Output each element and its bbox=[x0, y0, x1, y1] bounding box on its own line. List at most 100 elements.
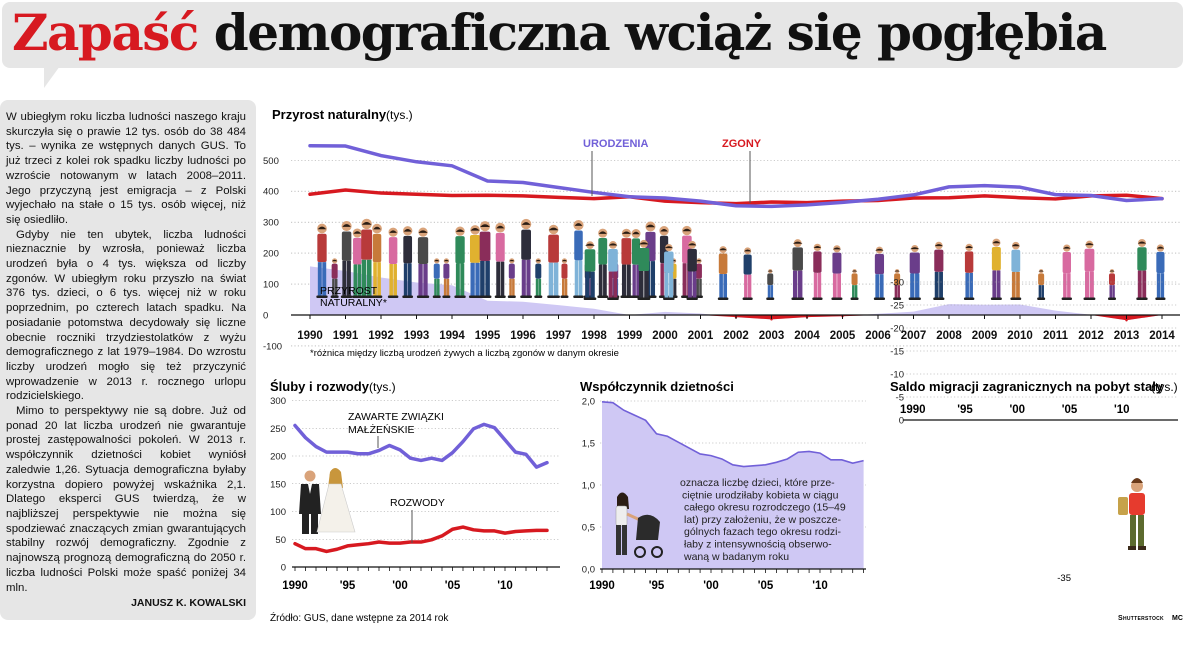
chart2-unit: (tys.) bbox=[369, 380, 396, 394]
person-leg bbox=[626, 264, 631, 297]
person-leg bbox=[485, 260, 490, 297]
person-torso bbox=[403, 235, 413, 264]
chart4: 0 -5 -10 -15 -20 -25 -30 1990 '95 '00 '05 '10 -35 bbox=[890, 278, 1178, 584]
person-leg bbox=[747, 274, 752, 299]
x-tick-label: 2013 bbox=[1114, 330, 1140, 342]
person-hair bbox=[910, 247, 920, 250]
person-hair bbox=[719, 248, 727, 251]
fertility-area bbox=[602, 401, 864, 569]
person-figure bbox=[631, 229, 642, 298]
series-label-rozwody: ROZWODY bbox=[390, 497, 445, 509]
person-leg bbox=[1160, 273, 1165, 299]
x-tick-label: 2004 bbox=[794, 330, 820, 342]
y-tick-label: 200 bbox=[263, 249, 279, 260]
chart1-unit: (tys.) bbox=[386, 108, 413, 122]
person-hair bbox=[660, 228, 668, 232]
article-paragraph: W ubiegłym roku liczba ludności naszego … bbox=[6, 111, 246, 226]
person-leg bbox=[813, 272, 818, 299]
y-tick-label: -30 bbox=[890, 278, 904, 289]
author-credit: MC bbox=[1172, 615, 1183, 622]
person-shoes bbox=[831, 297, 843, 300]
person-figure bbox=[933, 241, 945, 300]
person-torso bbox=[317, 233, 327, 263]
person-hair bbox=[443, 259, 450, 262]
person-leg bbox=[910, 273, 915, 299]
person-figure bbox=[1155, 244, 1166, 300]
person-shoes bbox=[583, 297, 597, 300]
person-shoes bbox=[507, 295, 516, 298]
person-torso bbox=[469, 234, 481, 263]
x-tick-label: 2001 bbox=[688, 330, 714, 342]
person-leg bbox=[564, 278, 568, 298]
article-paragraph: Gdyby nie ten ubytek, liczba ludności ni… bbox=[6, 228, 246, 403]
person-torso bbox=[353, 237, 362, 265]
sluby-line bbox=[293, 422, 549, 469]
person-torso bbox=[718, 253, 728, 275]
person-shoes bbox=[432, 295, 441, 298]
person-leg bbox=[1089, 271, 1094, 299]
traveler-leg bbox=[1130, 515, 1136, 547]
person-leg bbox=[366, 259, 372, 297]
traveler-shirt bbox=[1129, 493, 1145, 515]
x-tick-label: 2002 bbox=[723, 330, 749, 342]
person-leg bbox=[407, 263, 412, 297]
person-torso bbox=[1011, 249, 1021, 272]
groom-shirt bbox=[308, 484, 312, 494]
person-leg bbox=[934, 271, 939, 299]
chart1-line-series bbox=[308, 143, 1164, 209]
x-tick-label: 1996 bbox=[510, 330, 536, 342]
person-figure bbox=[468, 225, 482, 298]
person-leg bbox=[638, 271, 644, 299]
person-leg bbox=[578, 260, 583, 297]
person-figure bbox=[597, 228, 609, 298]
person-torso bbox=[909, 252, 920, 274]
person-leg bbox=[719, 274, 723, 299]
person-figure bbox=[387, 227, 399, 298]
person-leg bbox=[342, 260, 347, 297]
person-hair bbox=[1156, 246, 1165, 249]
person-torso bbox=[695, 263, 702, 279]
person-figure bbox=[1037, 269, 1046, 300]
person-hair bbox=[1085, 243, 1094, 246]
person-hair bbox=[574, 223, 583, 226]
person-torso bbox=[934, 249, 944, 272]
person-figure bbox=[330, 258, 339, 298]
x-tick-label: 2003 bbox=[759, 330, 785, 342]
person-leg bbox=[574, 260, 579, 297]
person-torso bbox=[664, 251, 674, 273]
person-leg bbox=[723, 274, 728, 299]
x-tick-label: 1999 bbox=[617, 330, 643, 342]
person-hair bbox=[608, 243, 618, 246]
person-torso bbox=[561, 263, 568, 279]
person-torso bbox=[443, 263, 450, 279]
person-shoes bbox=[742, 297, 753, 300]
person-leg bbox=[1041, 285, 1044, 300]
series-label-zgony: ZGONY bbox=[722, 138, 762, 150]
y-tick-label: -15 bbox=[890, 347, 904, 358]
person-leg bbox=[621, 264, 627, 297]
person-leg bbox=[696, 278, 699, 298]
person-leg bbox=[682, 263, 687, 297]
person-leg bbox=[585, 271, 590, 299]
person-leg bbox=[767, 285, 771, 300]
person-leg bbox=[455, 263, 460, 297]
person-shoes bbox=[766, 297, 775, 300]
photo-credit: Shutterstock bbox=[1118, 615, 1164, 622]
person-figure bbox=[1136, 239, 1148, 300]
person-hair bbox=[934, 244, 943, 247]
x-tick-label: 2008 bbox=[936, 330, 962, 342]
person-figure bbox=[766, 269, 775, 300]
person-leg bbox=[852, 285, 855, 300]
fertility-line bbox=[601, 401, 864, 468]
person-figure bbox=[717, 246, 729, 300]
person-leg bbox=[603, 264, 607, 297]
person-torso bbox=[548, 234, 559, 263]
x-tick-label: 1995 bbox=[475, 330, 501, 342]
person-shoes bbox=[893, 297, 902, 300]
person-figure bbox=[432, 258, 441, 298]
person-shoes bbox=[637, 297, 651, 300]
person-leg bbox=[650, 261, 656, 297]
person-torso bbox=[1062, 251, 1071, 274]
person-leg bbox=[346, 260, 351, 297]
series-label-urodzenia: URODZENIA bbox=[583, 138, 648, 150]
